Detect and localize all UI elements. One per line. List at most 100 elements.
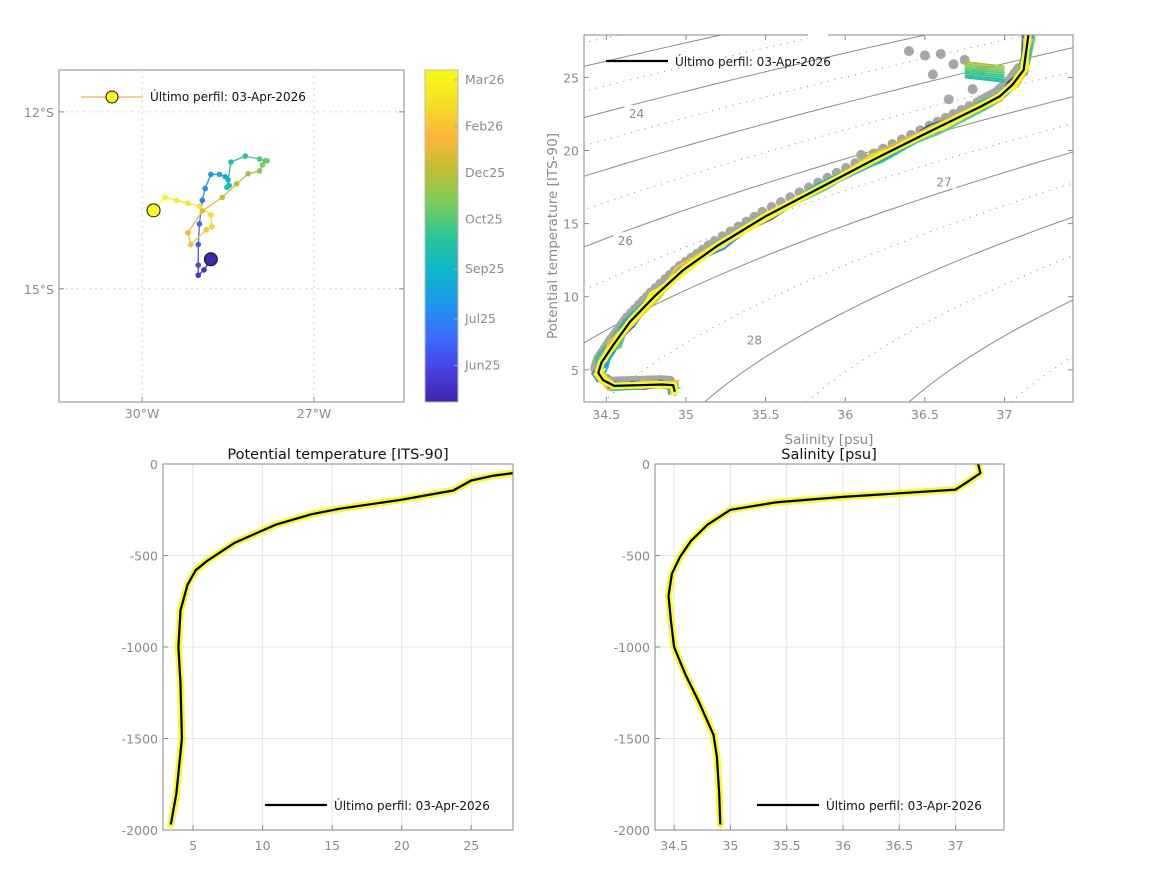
map-track-segment xyxy=(187,210,203,234)
map-track-point xyxy=(216,171,223,178)
ts-surface-segment xyxy=(964,76,1005,83)
temp-tick-label-x: 10 xyxy=(255,838,271,853)
map-track-point xyxy=(264,158,270,164)
ts-top-gap xyxy=(808,28,828,40)
isopycnal-solid xyxy=(584,96,1073,248)
sal-tick-label-x: 35.5 xyxy=(773,838,801,853)
map-track-point xyxy=(196,203,203,210)
sal-tick-label-y: -1000 xyxy=(614,640,650,655)
ts-surface-segment xyxy=(964,74,1005,81)
ts-tick-label-x: 36.5 xyxy=(911,407,939,422)
sal-legend-label: Último perfil: 03-Apr-2026 xyxy=(826,798,982,813)
ts-ylabel: Potential temperature [ITS-90] xyxy=(545,133,561,339)
ts-tick-label-y: 20 xyxy=(563,144,579,159)
temp-tick-label-y: 0 xyxy=(150,457,158,472)
map-track-point xyxy=(195,262,202,268)
map-track-point xyxy=(245,170,251,177)
ts-historical-point xyxy=(927,69,938,80)
map-track-segment xyxy=(201,196,223,212)
sal-ticks: 34.5 35 35.5 36 36.5 37 0 -500 -1000 -1500 -2000 xyxy=(614,457,964,853)
map-track-point xyxy=(224,184,230,191)
colorbar-tick-label: Jul25 xyxy=(464,311,496,326)
sal-tick-label-x: 36.5 xyxy=(885,838,913,853)
sal-tick-label-x: 37 xyxy=(948,838,964,853)
ts-xlabel: Salinity [psu] xyxy=(785,432,874,448)
ts-tick-label-y: 5 xyxy=(571,363,579,378)
sal-tick-label-y: -1500 xyxy=(614,732,650,747)
ts-legend-label: Último perfil: 03-Apr-2026 xyxy=(675,54,831,69)
map-track-point xyxy=(242,153,249,159)
map-track xyxy=(146,153,270,279)
map-track-point xyxy=(208,212,214,218)
map-track-point xyxy=(185,200,191,207)
map-tick-label-y: 15°S xyxy=(24,282,54,297)
map-track-point xyxy=(233,181,240,187)
ts-tick-label-x: 37 xyxy=(997,407,1013,422)
colorbar-gradient xyxy=(424,69,459,403)
ts-tick-label-x: 35.5 xyxy=(752,407,780,422)
ts-tick-label-y: 10 xyxy=(563,290,579,305)
ts-axes-box xyxy=(583,34,1074,403)
isopycnal-label-bg xyxy=(624,104,649,120)
colorbar-tick-label: Jun25 xyxy=(464,357,500,372)
ts-historical-point xyxy=(903,46,914,57)
sal-title: Salinity [psu] xyxy=(781,447,877,463)
map-axes-box xyxy=(58,69,405,403)
map-track-segment xyxy=(190,229,207,246)
isopycnal-solid xyxy=(704,216,1073,402)
ts-tick-label-x: 34.5 xyxy=(592,407,620,422)
map-track-point xyxy=(225,176,231,183)
temp-tick-label-y: -1000 xyxy=(122,640,158,655)
colorbar-tick-label: Sep25 xyxy=(465,261,504,276)
ts-historical-point xyxy=(948,59,959,70)
map-track-segment xyxy=(221,183,238,198)
ts-historical-point xyxy=(943,94,954,105)
sal-tick-label-y: -2000 xyxy=(614,823,650,838)
map-track-point xyxy=(201,267,207,273)
map-last-profile-marker xyxy=(146,203,161,218)
isopycnal-label: 28 xyxy=(747,334,762,348)
map-tick-label-x: 30°W xyxy=(125,406,160,421)
ts-legend: Último perfil: 03-Apr-2026 xyxy=(606,54,831,69)
map-legend-label: Último perfil: 03-Apr-2026 xyxy=(150,89,306,104)
map-track-segment xyxy=(197,223,201,245)
map-tick-label-x: 27°W xyxy=(297,406,332,421)
map-legend: Último perfil: 03-Apr-2026 xyxy=(81,89,306,104)
map-legend-marker xyxy=(105,90,119,104)
ts-diagram-panel: 34.5 35 35.5 36 36.5 37 5 10 15 20 25 24 26 27 28 Últ… xyxy=(545,28,1167,448)
temp-legend: Último perfil: 03-Apr-2026 xyxy=(265,798,490,813)
map-track-point xyxy=(199,197,206,204)
map-track-point xyxy=(185,229,191,236)
colorbar-tick-label: Feb26 xyxy=(465,118,503,133)
colorbar-tick-label: Dec25 xyxy=(465,165,505,180)
temp-tick-label-x: 20 xyxy=(394,838,410,853)
temp-legend-label: Último perfil: 03-Apr-2026 xyxy=(334,798,490,813)
map-track-point xyxy=(195,272,202,279)
isopycnal-solid xyxy=(584,151,1073,344)
map-track-segment xyxy=(226,161,232,188)
ts-surface-segment xyxy=(964,67,1005,75)
ts-tick-label-x: 36 xyxy=(837,407,853,422)
map-track-point xyxy=(196,221,203,227)
ts-isopycnal-labels: 24 26 27 28 xyxy=(613,104,956,348)
ts-ticks: 34.5 35 35.5 36 36.5 37 5 10 15 20 25 xyxy=(563,35,1073,422)
sal-tick-label-x: 34.5 xyxy=(660,838,688,853)
map-track-point xyxy=(162,194,168,201)
isopycnal-label: 27 xyxy=(936,176,951,190)
ts-surface-segment xyxy=(964,72,1005,79)
colorbar-tick-label: Mar26 xyxy=(465,72,505,87)
salinity-profile-panel: 34.5 35 35.5 36 36.5 37 0 -500 -1000 -1500 -2000 S… xyxy=(614,447,1005,853)
temp-tick-label-x: 25 xyxy=(463,838,479,853)
sal-tick-label-x: 35 xyxy=(722,838,738,853)
colorbar-tick-label: Oct25 xyxy=(465,211,503,226)
map-tick-label-y: 12°S xyxy=(24,105,54,120)
isopycnal-solid xyxy=(1113,35,1167,402)
map-track-point xyxy=(203,227,210,233)
ts-surface-segment xyxy=(964,65,1005,72)
ts-tick-label-y: 15 xyxy=(563,217,579,232)
map-track-point xyxy=(259,162,266,168)
colorbar: Jun25 Jul25 Sep25 Oct25 Dec25 Feb26 Mar26 xyxy=(424,69,505,403)
map-track-point xyxy=(199,208,206,214)
temp-tick-label-y: -1500 xyxy=(122,732,158,747)
